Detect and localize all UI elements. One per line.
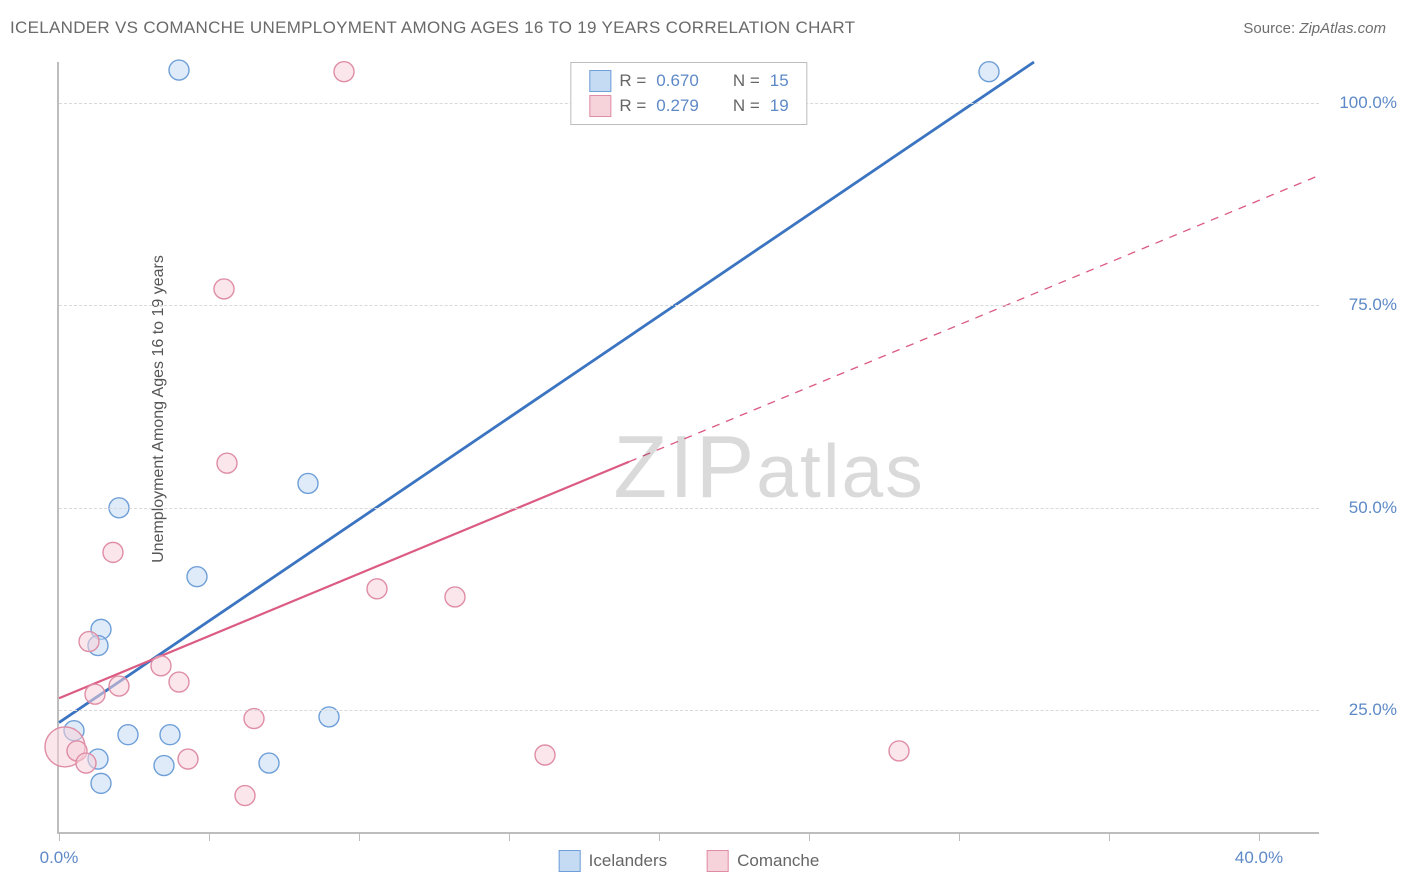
data-point: [79, 632, 99, 652]
grid-line: [59, 508, 1319, 509]
regression-line-comanche: [59, 462, 629, 699]
data-point: [334, 62, 354, 82]
data-point: [889, 741, 909, 761]
legend-label: Comanche: [737, 851, 819, 871]
data-point: [151, 656, 171, 676]
x-tick: [1259, 832, 1260, 841]
legend-label: Icelanders: [589, 851, 667, 871]
y-tick-label: 50.0%: [1349, 498, 1397, 518]
data-point: [160, 725, 180, 745]
y-tick-label: 100.0%: [1339, 93, 1397, 113]
data-point: [535, 745, 555, 765]
data-point: [259, 753, 279, 773]
legend-swatch: [707, 850, 729, 872]
data-point: [235, 786, 255, 806]
data-point: [979, 62, 999, 82]
x-tick-label: 0.0%: [40, 848, 79, 868]
x-tick: [659, 832, 660, 841]
legend-row: R =0.670N =15: [589, 70, 788, 92]
legend-swatch: [589, 70, 611, 92]
data-point: [217, 453, 237, 473]
x-tick: [359, 832, 360, 841]
data-point: [298, 473, 318, 493]
data-point: [187, 567, 207, 587]
data-point: [367, 579, 387, 599]
legend-row: R =0.279N =19: [589, 95, 788, 117]
data-point: [445, 587, 465, 607]
x-tick: [1109, 832, 1110, 841]
regression-line-comanche-extrapolated: [629, 175, 1319, 461]
legend-correlation: R =0.670N =15 R =0.279N =19: [570, 62, 807, 125]
data-point: [76, 753, 96, 773]
chart-svg: [59, 62, 1319, 832]
source-name: ZipAtlas.com: [1299, 20, 1386, 37]
data-point: [244, 709, 264, 729]
data-point: [118, 725, 138, 745]
legend-swatch: [559, 850, 581, 872]
x-tick-label: 40.0%: [1235, 848, 1283, 868]
x-tick: [809, 832, 810, 841]
data-point: [103, 542, 123, 562]
data-point: [178, 749, 198, 769]
grid-line: [59, 305, 1319, 306]
grid-line: [59, 710, 1319, 711]
y-tick-label: 25.0%: [1349, 700, 1397, 720]
x-tick: [509, 832, 510, 841]
legend-swatch: [589, 95, 611, 117]
legend-series: Icelanders Comanche: [559, 850, 820, 872]
data-point: [154, 756, 174, 776]
x-tick: [959, 832, 960, 841]
chart-plot-area: 25.0%50.0%75.0%100.0%0.0%40.0%ZIPatlasR …: [57, 62, 1319, 834]
legend-item: Comanche: [707, 850, 819, 872]
regression-line-icelanders: [59, 62, 1034, 723]
legend-item: Icelanders: [559, 850, 667, 872]
data-point: [109, 676, 129, 696]
y-tick-label: 75.0%: [1349, 295, 1397, 315]
data-point: [85, 684, 105, 704]
data-point: [169, 672, 189, 692]
x-tick: [209, 832, 210, 841]
data-point: [169, 60, 189, 80]
x-tick: [59, 832, 60, 841]
source-prefix: Source:: [1243, 20, 1295, 37]
source-attribution: Source: ZipAtlas.com: [1243, 20, 1386, 37]
data-point: [214, 279, 234, 299]
page-title: ICELANDER VS COMANCHE UNEMPLOYMENT AMONG…: [10, 18, 855, 38]
data-point: [91, 773, 111, 793]
